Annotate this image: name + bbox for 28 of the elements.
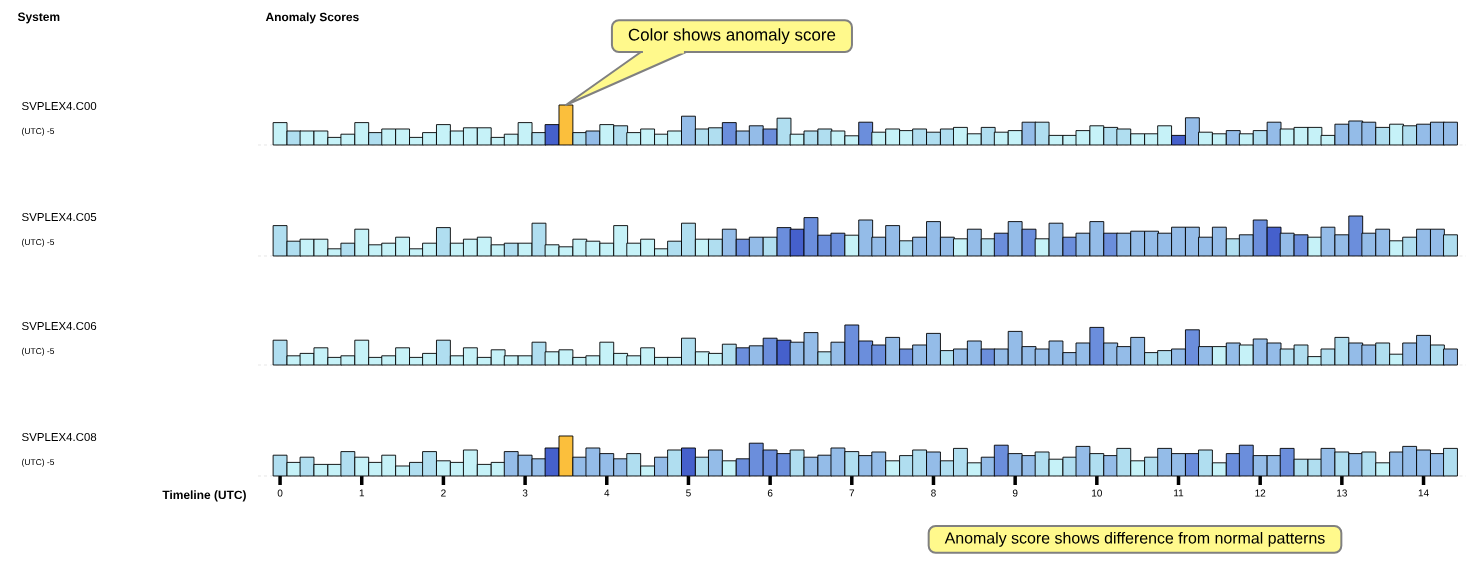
y-axis-title: SVPLEX4.C06 <box>22 322 97 331</box>
text: Anomaly score shows difference from normal patterns <box>944 532 1325 547</box>
y-axis-title: SVPLEX4.C08 <box>22 433 97 442</box>
text: (UTC) -5 <box>22 458 55 467</box>
x-tick-label: 5 <box>686 489 691 497</box>
text: Anomaly Scores <box>265 12 359 24</box>
annotation: Color shows anomaly score <box>628 28 836 44</box>
y-axis-title: SVPLEX4.C05 <box>22 213 97 222</box>
x-tick-label: 12 <box>1255 489 1266 497</box>
x-tick-label: 8 <box>931 489 936 497</box>
x-tick-label: 11 <box>1174 489 1184 497</box>
text: (UTC) -5 <box>22 238 55 247</box>
text: System <box>17 12 60 24</box>
x-tick-label: 7 <box>849 489 855 497</box>
x-tick-label: 2 <box>441 489 446 497</box>
x-tick-label: 6 <box>767 489 773 497</box>
x-tick-label: 3 <box>522 489 528 497</box>
x-tick-label: 14 <box>1418 489 1429 497</box>
text: (UTC) -5 <box>22 127 55 136</box>
x-tick-label: 4 <box>604 489 610 497</box>
x-tick-label: 1 <box>359 489 365 497</box>
text: (UTC) -5 <box>22 347 55 356</box>
x-tick-label: 13 <box>1337 489 1347 497</box>
x-tick-label: 10 <box>1092 489 1102 497</box>
x-tick-label: 9 <box>1012 489 1018 497</box>
x-axis-title: Timeline (UTC) <box>162 490 246 502</box>
y-axis-title: SVPLEX4.C00 <box>22 102 97 111</box>
x-tick-label: 0 <box>277 489 283 497</box>
